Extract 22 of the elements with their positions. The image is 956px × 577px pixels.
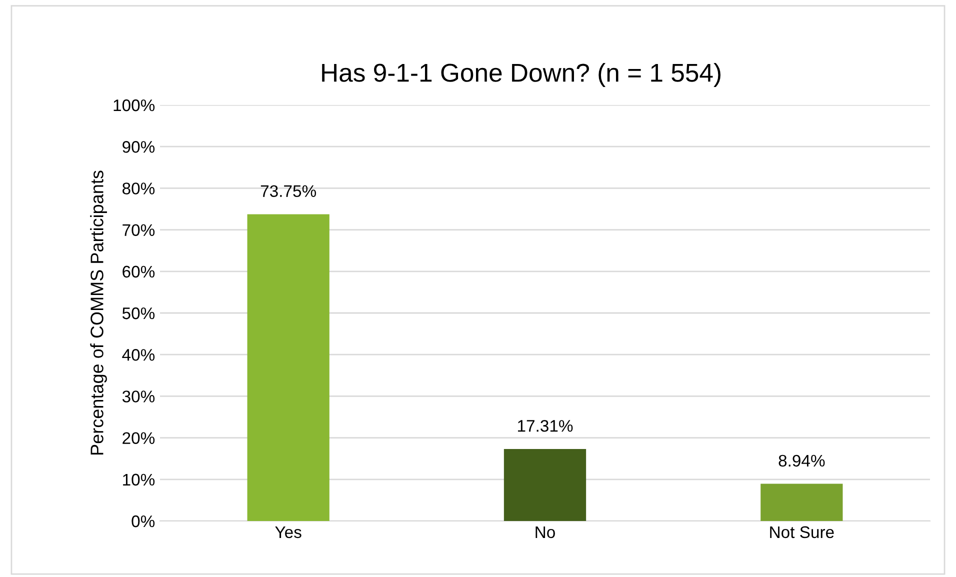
y-tick-label: 10% [123,474,155,486]
x-tick-label: No [536,526,555,538]
data-label: 17.31% [518,420,573,432]
y-tick-label: 90% [122,141,155,153]
y-tick-label: 80% [122,182,155,194]
y-axis-title: Percentage of COMMS Participants [90,170,107,455]
data-label: 8.94% [778,454,825,467]
y-tick-label: 60% [122,266,155,278]
x-tick-label: Not Sure [770,526,834,538]
bar [760,484,843,521]
x-tick-label: Yes [275,526,302,538]
y-tick-label: 100% [114,99,155,112]
data-label: 73.75% [260,185,316,198]
chart-title: Has 9-1-1 Gone Down? (n = 1 554) [322,63,720,87]
y-tick-label: 20% [122,432,155,444]
y-tick-label: 70% [122,224,155,236]
y-tick-label: 30% [122,390,155,402]
y-tick-label: 50% [122,307,155,320]
bar [247,214,330,521]
y-tick-label: 0% [132,515,155,528]
bar [504,448,586,521]
y-tick-label: 40% [122,349,155,361]
